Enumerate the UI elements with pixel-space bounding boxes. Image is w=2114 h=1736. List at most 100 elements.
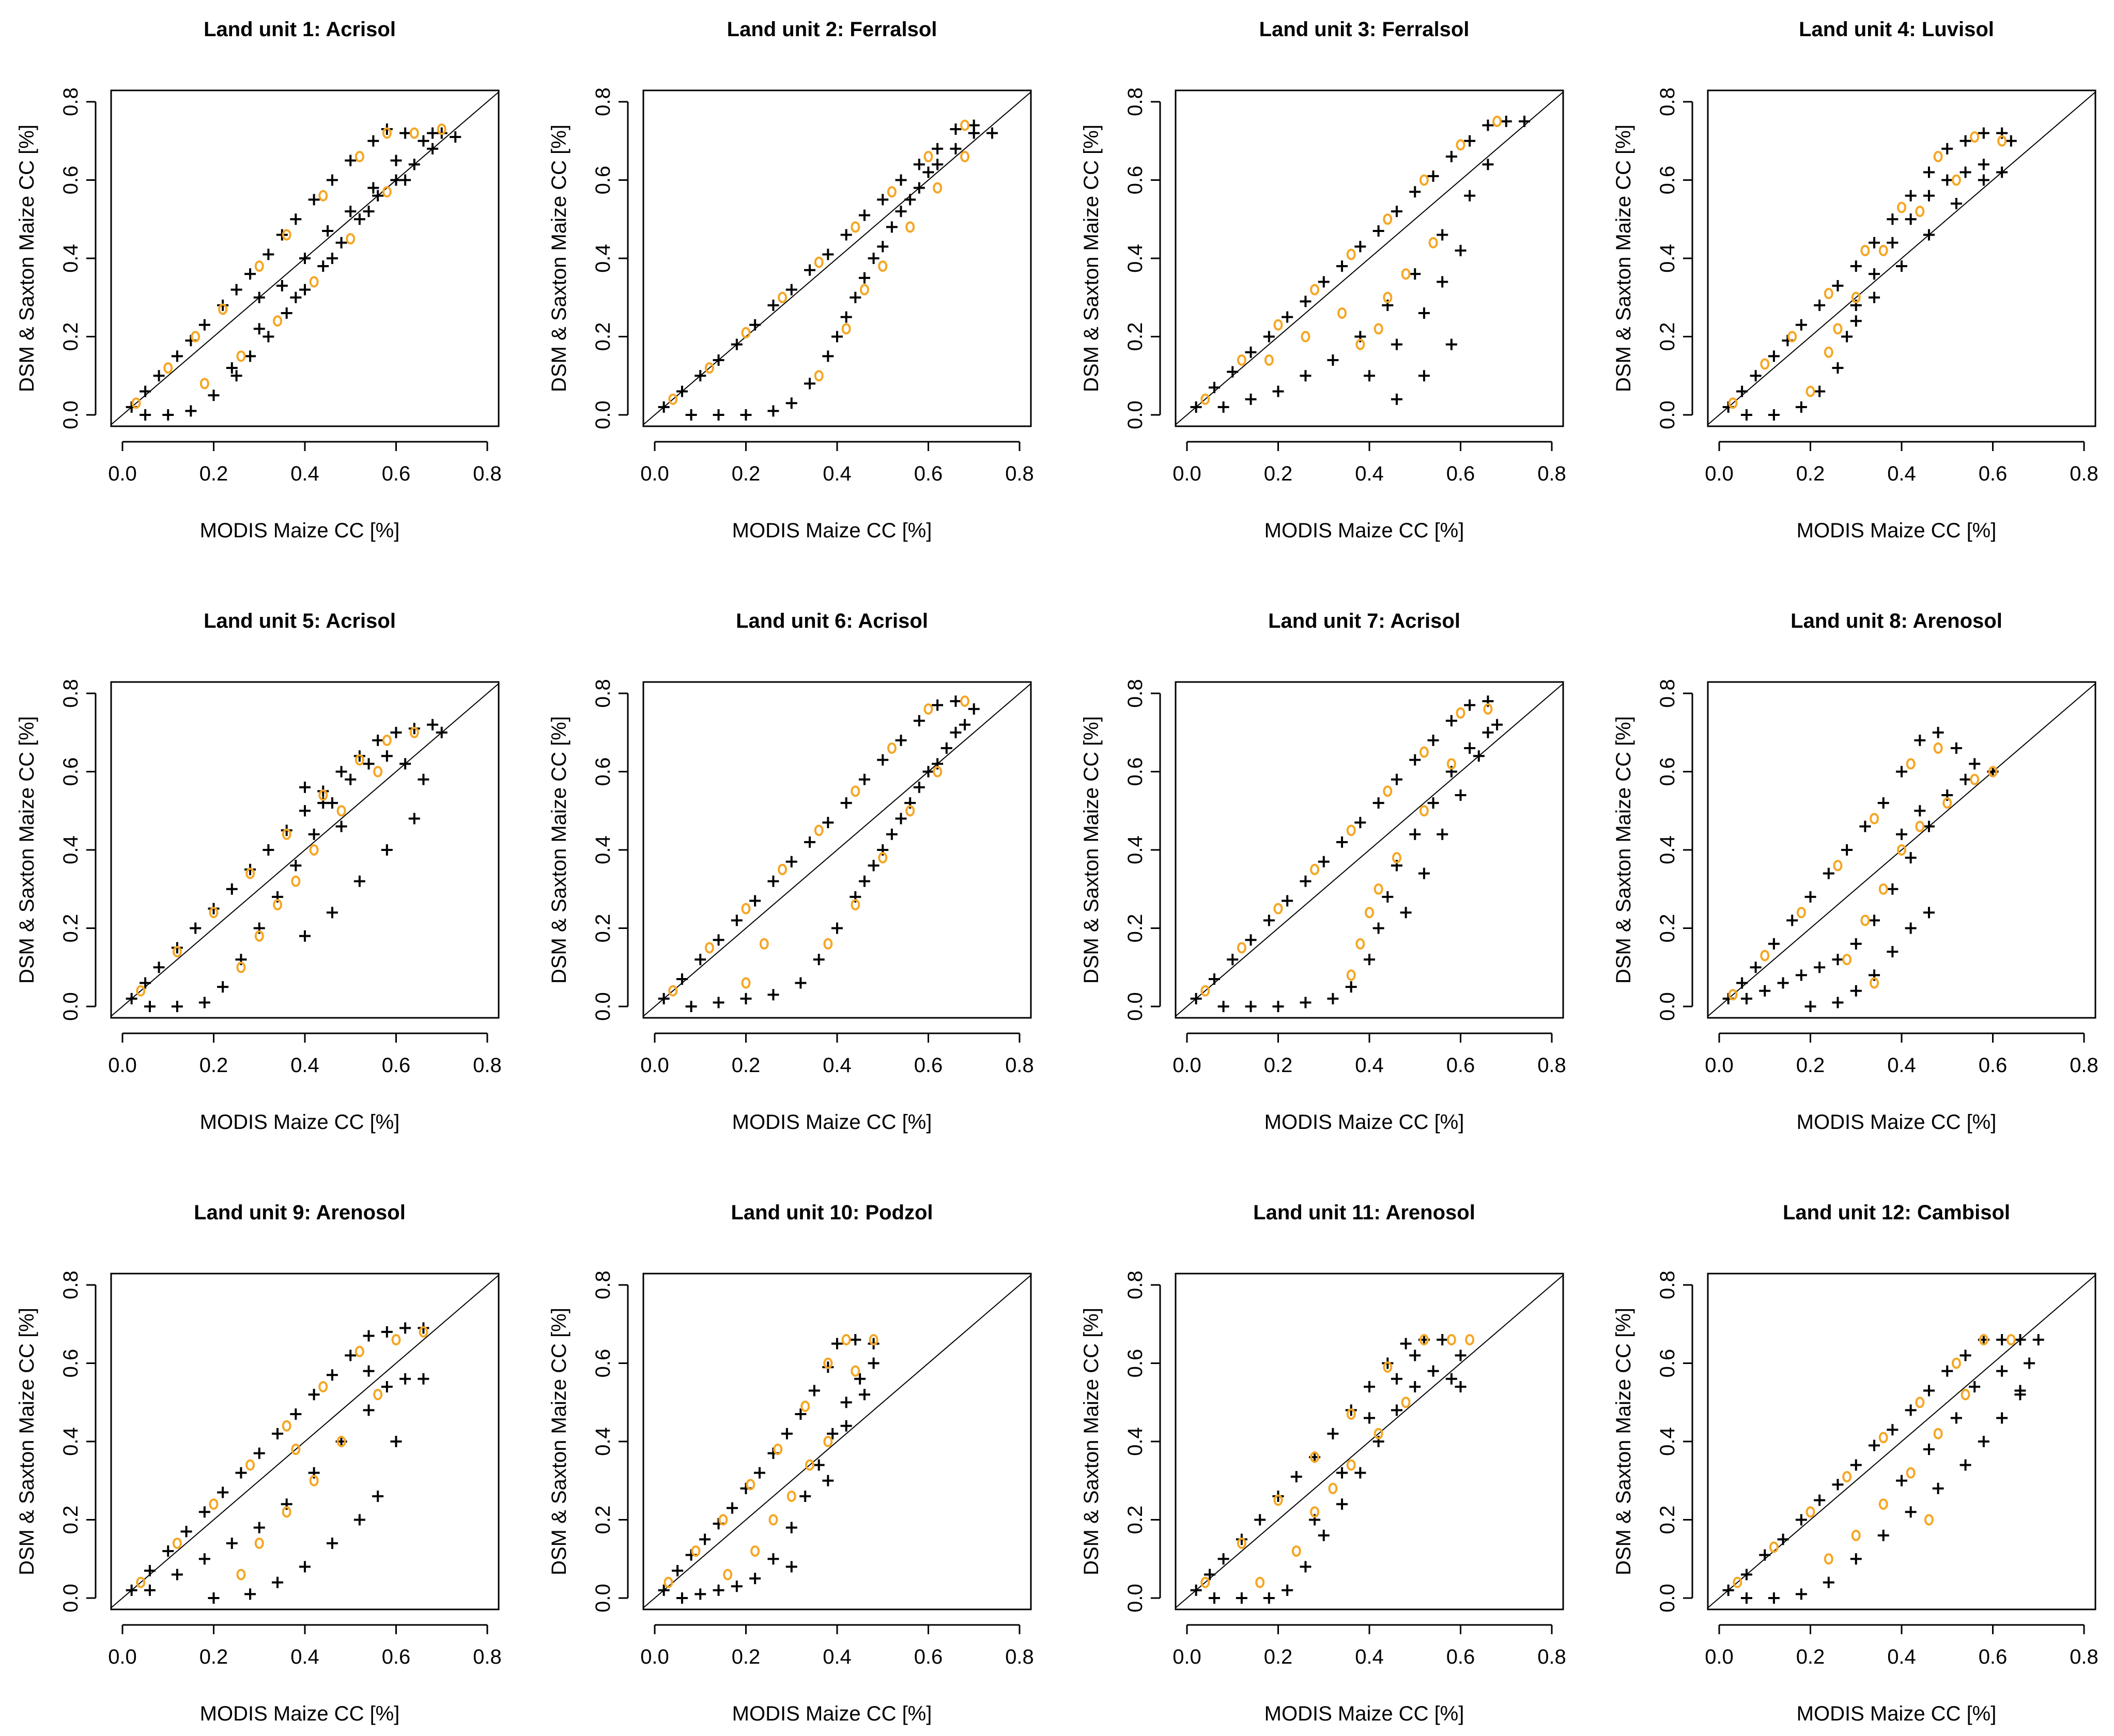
data-point-cross: [308, 194, 320, 206]
data-point-circle: [841, 323, 851, 335]
data-point-cross: [198, 1506, 210, 1518]
x-tick-label: 0.2: [199, 462, 228, 485]
data-point-circle: [1200, 393, 1210, 405]
data-point-cross: [1272, 385, 1284, 397]
data-point-cross: [950, 695, 962, 707]
x-tick-label: 0.6: [1446, 462, 1475, 485]
data-point-cross: [1318, 276, 1330, 288]
panel-1: Land unit 1: Acrisol 0.0 0.2 0.4 0.6 0.8 0.0 0.…: [16, 18, 502, 542]
data-point-circle: [291, 1444, 301, 1455]
data-point-circle: [1842, 954, 1852, 966]
data-point-cross: [877, 754, 889, 766]
x-tick-label: 0.2: [732, 462, 761, 485]
plot-frame: [642, 89, 1032, 427]
data-point-cross: [144, 1001, 156, 1012]
series-circles: [1733, 1334, 2016, 1588]
data-point-circle: [309, 844, 319, 856]
data-point-cross: [418, 1373, 429, 1385]
data-point-cross: [230, 284, 242, 296]
data-point-cross: [1932, 726, 1944, 738]
data-point-cross: [299, 253, 311, 264]
data-point-circle: [236, 1569, 246, 1580]
data-point-cross: [1869, 291, 1880, 303]
data-point-cross: [1841, 844, 1853, 856]
data-point-cross: [1969, 1381, 1981, 1392]
data-point-cross: [731, 915, 743, 926]
x-axis-label: MODIS Maize CC [%]: [1797, 1702, 1997, 1725]
x-tick-label: 0.8: [473, 1646, 502, 1668]
data-point-circle: [1273, 903, 1283, 915]
data-point-circle: [1328, 1482, 1338, 1494]
y-tick-label: 0.4: [592, 244, 614, 273]
data-point-cross: [877, 241, 889, 253]
data-point-circle: [354, 151, 364, 163]
data-point-cross: [1905, 213, 1917, 225]
data-point-cross: [1850, 260, 1862, 272]
data-point-cross: [840, 1397, 852, 1408]
data-point-cross: [1437, 828, 1448, 840]
data-point-circle: [704, 362, 714, 374]
data-point-cross: [713, 354, 724, 366]
data-point-cross: [290, 860, 302, 872]
x-axis-label: MODIS Maize CC [%]: [732, 519, 932, 542]
data-point-cross: [1245, 934, 1257, 946]
data-point-circle: [1824, 1553, 1833, 1565]
data-point-cross: [1391, 1404, 1402, 1416]
data-point-cross: [1427, 1365, 1439, 1377]
one-to-one-line: [1175, 683, 1564, 1017]
data-point-cross: [1445, 338, 1457, 350]
data-point-cross: [345, 1350, 357, 1361]
data-point-circle: [1906, 1467, 1916, 1479]
data-point-cross: [1950, 742, 1962, 754]
y-axis-label: DSM & Saxton Maize CC [%]: [1612, 125, 1635, 392]
y-axis-label: DSM & Saxton Maize CC [%]: [548, 1308, 570, 1575]
data-point-cross: [713, 997, 724, 1009]
data-point-cross: [1850, 938, 1862, 950]
x-tick-label: 0.8: [2070, 462, 2098, 485]
data-point-cross: [1832, 1479, 1844, 1491]
data-point-circle: [382, 734, 392, 746]
data-point-circle: [704, 942, 714, 954]
data-point-circle: [1806, 385, 1815, 397]
data-point-cross: [1364, 954, 1375, 966]
plot-frame: [1707, 89, 2096, 427]
data-point-cross: [1327, 993, 1339, 1004]
y-tick-label: 0.2: [592, 1506, 614, 1535]
x-tick-label: 0.0: [108, 462, 137, 485]
data-point-cross: [427, 127, 439, 139]
y-tick-label: 0.2: [1124, 1506, 1147, 1535]
y-tick-label: 0.6: [1124, 757, 1147, 786]
data-point-cross: [126, 1584, 137, 1596]
data-point-cross: [1850, 985, 1862, 997]
data-point-cross: [1391, 1373, 1402, 1385]
y-tick-label: 0.2: [59, 1506, 82, 1535]
y-tick-label: 0.6: [1124, 1349, 1147, 1378]
y-tick-label: 0.6: [59, 757, 82, 786]
data-point-circle: [1951, 174, 1961, 186]
data-point-cross: [740, 993, 752, 1004]
x-tick-label: 0.4: [1887, 462, 1916, 485]
data-point-cross: [450, 131, 461, 143]
data-point-circle: [199, 378, 209, 390]
panels: Land unit 1: Acrisol 0.0 0.2 0.4 0.6 0.8 0.0 0.…: [16, 18, 2098, 1725]
data-point-cross: [162, 1545, 174, 1557]
data-point-cross: [390, 154, 402, 166]
y-tick-label: 0.6: [592, 166, 614, 195]
data-point-cross: [1923, 229, 1935, 241]
data-point-cross: [1372, 225, 1384, 237]
data-point-cross: [226, 362, 238, 374]
x-tick-label: 0.0: [640, 1646, 669, 1668]
data-point-cross: [281, 307, 292, 319]
data-point-cross: [1263, 331, 1275, 343]
data-point-cross: [822, 1475, 834, 1486]
y-axis-label: DSM & Saxton Maize CC [%]: [1612, 1308, 1635, 1575]
data-point-circle: [236, 962, 246, 973]
series-crosses: [1190, 115, 1531, 413]
data-point-circle: [1346, 825, 1356, 836]
data-point-cross: [1409, 268, 1421, 280]
data-point-cross: [1272, 1001, 1284, 1012]
data-point-cross: [1500, 115, 1512, 127]
y-axis-label: DSM & Saxton Maize CC [%]: [548, 125, 570, 392]
y-axis-label: DSM & Saxton Maize CC [%]: [1080, 125, 1103, 392]
data-point-cross: [1354, 241, 1366, 253]
